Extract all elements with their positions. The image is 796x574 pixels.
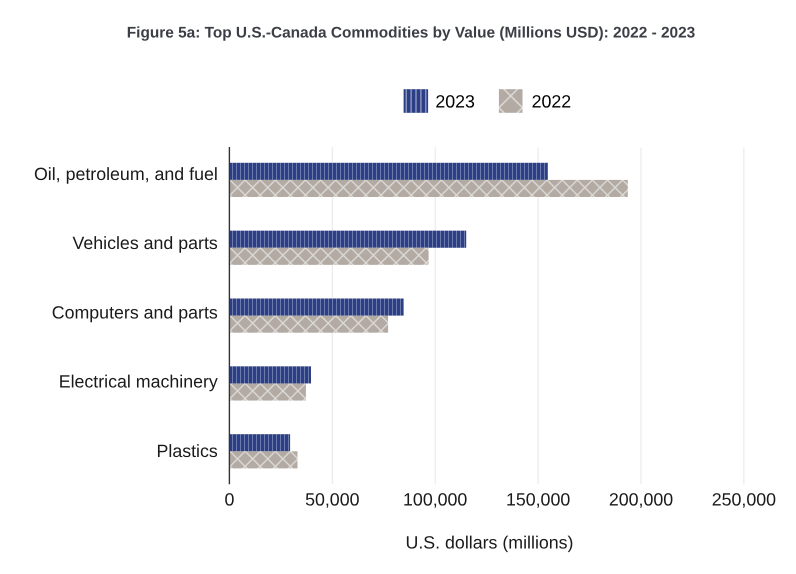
svg-text:U.S. dollars (millions): U.S. dollars (millions) — [406, 533, 574, 553]
svg-text:250,000: 250,000 — [712, 489, 776, 509]
svg-text:Computers and parts: Computers and parts — [52, 302, 218, 322]
svg-text:0: 0 — [224, 489, 234, 509]
svg-text:Figure 5a: Top U.S.-Canada Com: Figure 5a: Top U.S.-Canada Commodities b… — [127, 25, 695, 42]
svg-text:200,000: 200,000 — [609, 489, 673, 509]
svg-text:Plastics: Plastics — [157, 441, 218, 461]
svg-text:50,000: 50,000 — [305, 489, 359, 509]
svg-text:150,000: 150,000 — [506, 489, 570, 509]
svg-text:100,000: 100,000 — [403, 489, 467, 509]
svg-text:2023: 2023 — [435, 92, 475, 112]
svg-text:Electrical machinery: Electrical machinery — [59, 372, 218, 392]
svg-text:Vehicles and parts: Vehicles and parts — [72, 233, 217, 253]
svg-text:Oil, petroleum, and fuel: Oil, petroleum, and fuel — [34, 164, 218, 184]
svg-text:2022: 2022 — [532, 92, 572, 112]
